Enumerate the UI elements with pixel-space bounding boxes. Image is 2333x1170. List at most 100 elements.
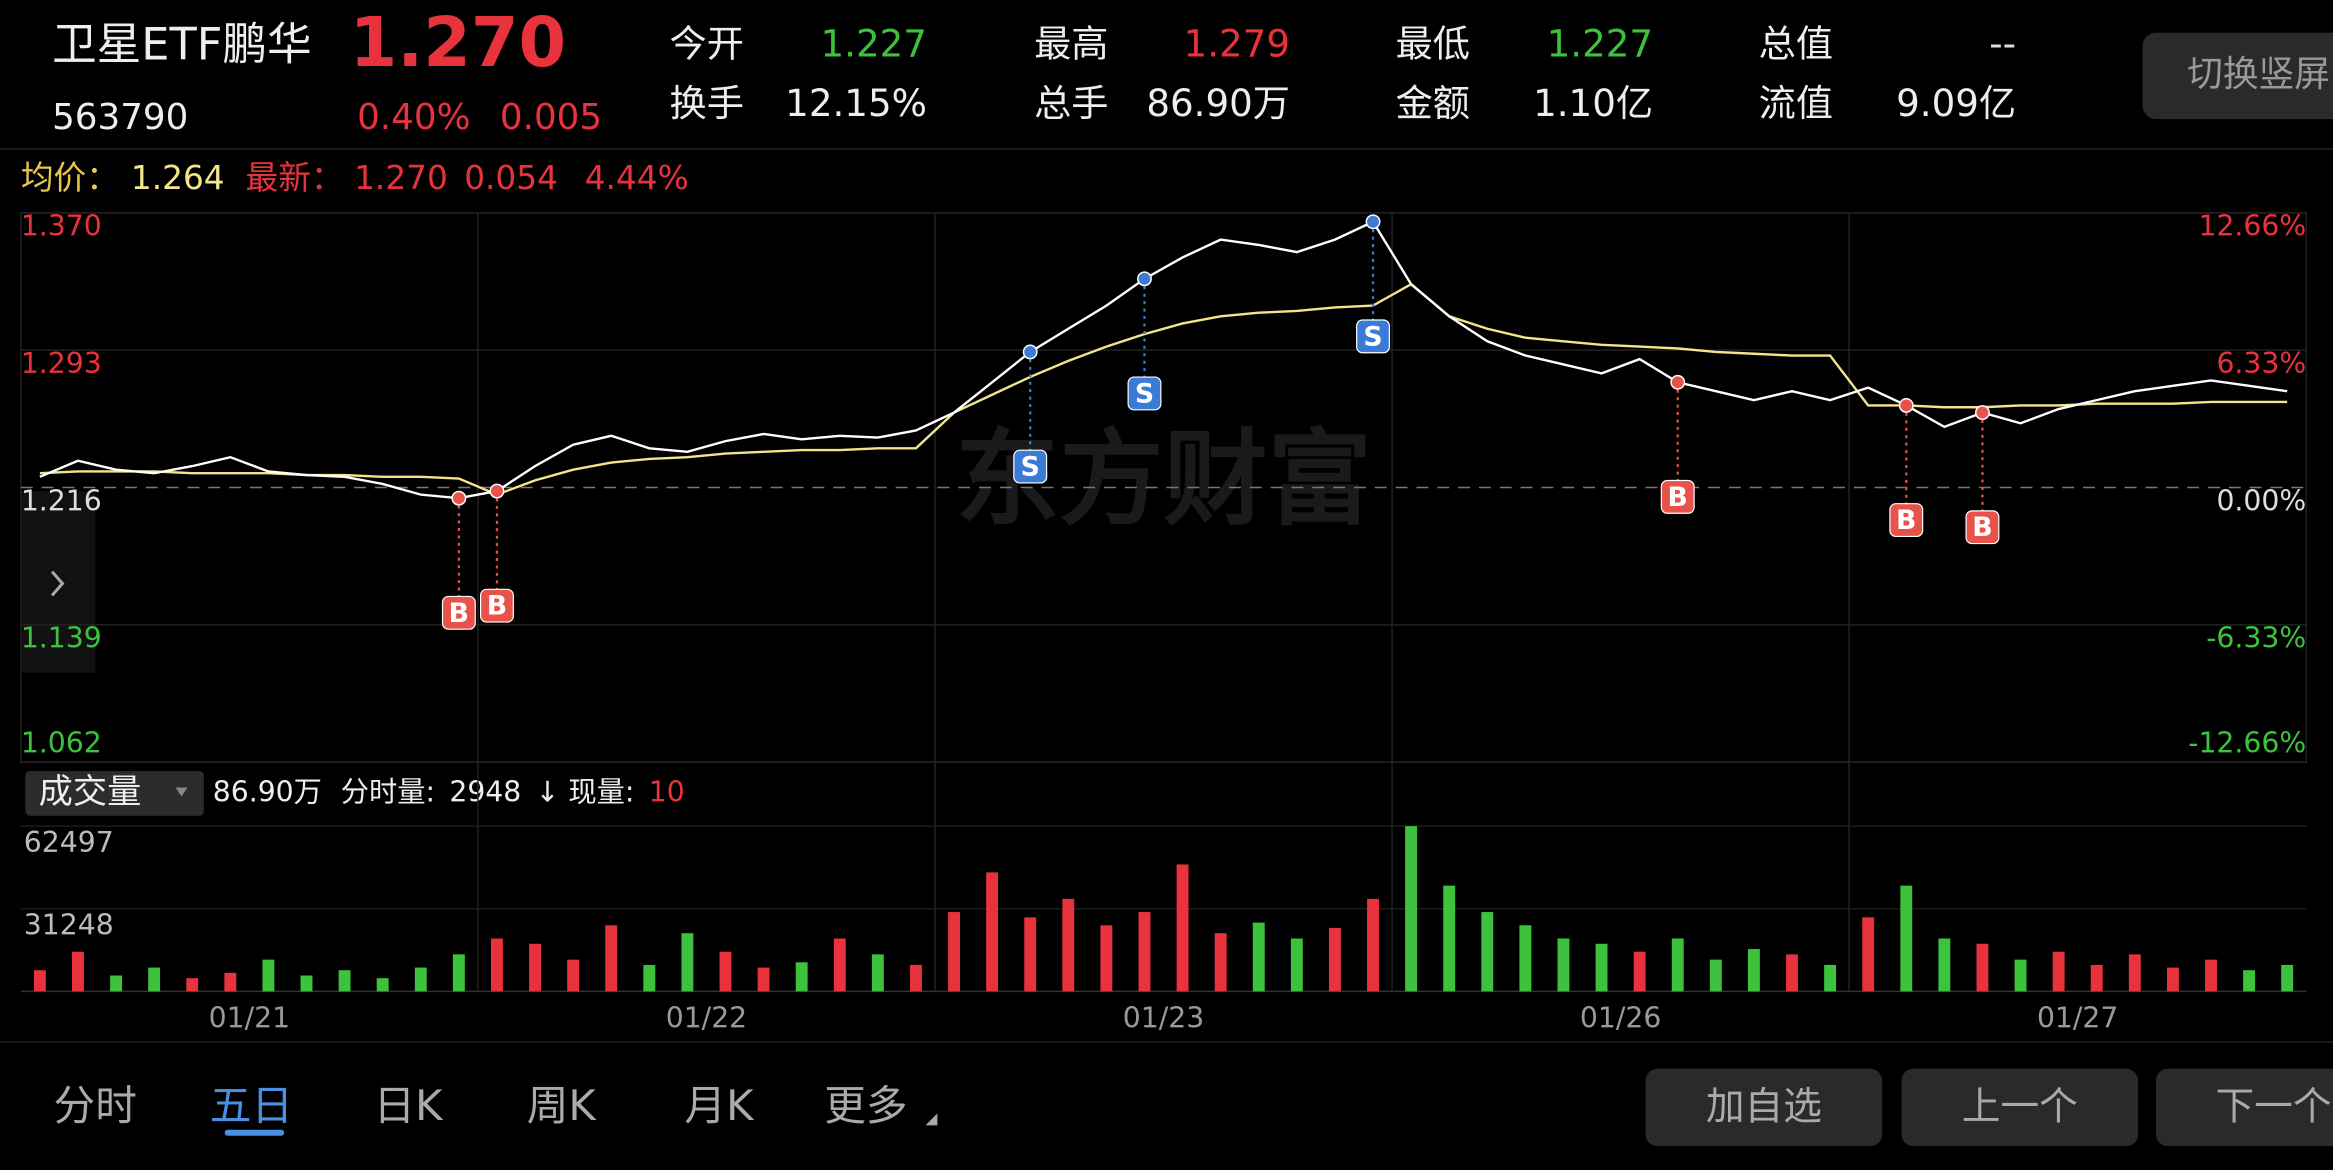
latest-diff: 0.054	[464, 159, 558, 197]
stat-label: 流值	[1759, 81, 1833, 125]
change: 0.005	[500, 97, 602, 138]
volume-bar	[1938, 938, 1951, 992]
y-tick-label: 1.139	[21, 622, 102, 655]
marker-dot	[451, 490, 467, 506]
marker-box	[1660, 479, 1695, 514]
tick-volume-label: 分时量:	[341, 775, 435, 808]
marker-label: S	[1135, 378, 1154, 409]
avg-value: 1.264	[131, 159, 225, 197]
volume-bar	[491, 938, 503, 992]
tab[interactable]: 分时	[54, 1081, 137, 1130]
volume-bar	[1786, 954, 1798, 992]
volume-bar	[795, 962, 808, 992]
volume-bar	[1595, 943, 1608, 992]
marker-box	[1889, 503, 1924, 538]
marker-box	[479, 588, 514, 623]
volume-bar	[986, 872, 999, 992]
stat-label: 最高	[1034, 22, 1108, 66]
stat-label: 金额	[1396, 81, 1470, 125]
volume-bar	[871, 954, 884, 992]
volume-total: 86.90万	[213, 775, 322, 808]
date-label: 01/27	[2037, 1002, 2118, 1035]
volume-bar	[1862, 917, 1875, 992]
volume-bar	[1443, 885, 1456, 992]
volume-bar	[300, 975, 313, 992]
latest-amplitude: 4.44%	[585, 159, 689, 197]
button[interactable]	[1645, 1068, 1883, 1147]
tab[interactable]: 日K	[373, 1081, 444, 1130]
volume-bar	[719, 951, 732, 992]
stat-value: 9.09亿	[1896, 81, 2016, 125]
marker-dot	[489, 483, 505, 499]
stat-value: 86.90万	[1146, 81, 1290, 125]
volume-bar	[605, 925, 618, 992]
marker-box	[1127, 376, 1162, 411]
button[interactable]	[1901, 1068, 2139, 1147]
volume-bar	[186, 978, 199, 992]
button[interactable]	[2155, 1068, 2333, 1147]
volume-bar	[452, 954, 465, 992]
marker-label: B	[487, 591, 507, 622]
volume-bar	[33, 970, 46, 992]
tab[interactable]: 更多	[824, 1081, 907, 1130]
volume-tick-label: 62497	[24, 826, 114, 859]
side-handle-arrow[interactable]	[50, 570, 65, 597]
y-tick-label: 1.370	[21, 210, 102, 243]
volume-bar	[909, 964, 922, 992]
volume-bar	[414, 967, 427, 992]
stat-label: 换手	[670, 81, 744, 125]
side-handle[interactable]	[20, 491, 96, 673]
marker-box	[1965, 510, 2000, 545]
stat-value: 12.15%	[785, 81, 927, 125]
dropdown-icon[interactable]	[175, 787, 188, 797]
volume-bar	[1176, 864, 1189, 992]
volume-bar	[681, 933, 694, 992]
volume-bar	[567, 959, 580, 992]
stock-name: 卫星ETF鹏华	[52, 19, 312, 71]
volume-bar	[2128, 954, 2141, 992]
volume-bar	[110, 975, 123, 992]
switch-button[interactable]	[2142, 32, 2333, 120]
y2-tick-label: 0.00%	[2216, 484, 2306, 517]
volume-bar	[529, 943, 541, 992]
stat-value: 1.227	[821, 22, 927, 66]
button-label[interactable]: 加自选	[1706, 1084, 1822, 1129]
change-pct: 0.40%	[357, 97, 470, 138]
stat-value: 1.227	[1547, 22, 1653, 66]
tab[interactable]: 五日	[210, 1081, 293, 1130]
volume-bar	[1290, 938, 1303, 992]
volume-selector[interactable]	[25, 771, 204, 816]
volume-bar	[2166, 967, 2179, 992]
y-tick-label: 1.062	[21, 726, 102, 759]
volume-bar	[1328, 927, 1341, 992]
tab[interactable]: 周K	[527, 1081, 598, 1130]
volume-bar	[1519, 925, 1532, 992]
marker-label: B	[1668, 482, 1688, 513]
button-label[interactable]: 下一个	[2215, 1084, 2331, 1129]
switch-button-label[interactable]: 切换竖屏	[2187, 54, 2330, 95]
stat-label: 总手	[1034, 81, 1108, 125]
tab[interactable]: 月K	[684, 1081, 755, 1130]
y-tick-label: 1.216	[21, 484, 102, 517]
marker-label: B	[449, 598, 469, 629]
volume-title[interactable]: 成交量	[39, 772, 142, 812]
volume-bar	[2243, 970, 2256, 992]
volume-bar	[757, 967, 770, 992]
marker-dot	[1670, 374, 1686, 390]
volume-bar	[1709, 959, 1722, 992]
tab-underline	[224, 1129, 285, 1136]
volume-bar	[72, 951, 84, 992]
volume-bar	[224, 972, 237, 992]
marker-box	[1013, 449, 1048, 484]
stock-code: 563790	[52, 97, 188, 138]
date-label: 01/23	[1123, 1002, 1204, 1035]
stat-value: 1.10亿	[1533, 81, 1653, 125]
volume-bar	[948, 912, 960, 992]
stock-price: 1.270	[350, 3, 566, 83]
stat-label: 最低	[1396, 22, 1470, 66]
button-label[interactable]: 上一个	[1962, 1084, 2078, 1129]
volume-bar	[1252, 922, 1265, 992]
now-volume: 10	[649, 775, 685, 808]
marker-box	[441, 595, 476, 630]
